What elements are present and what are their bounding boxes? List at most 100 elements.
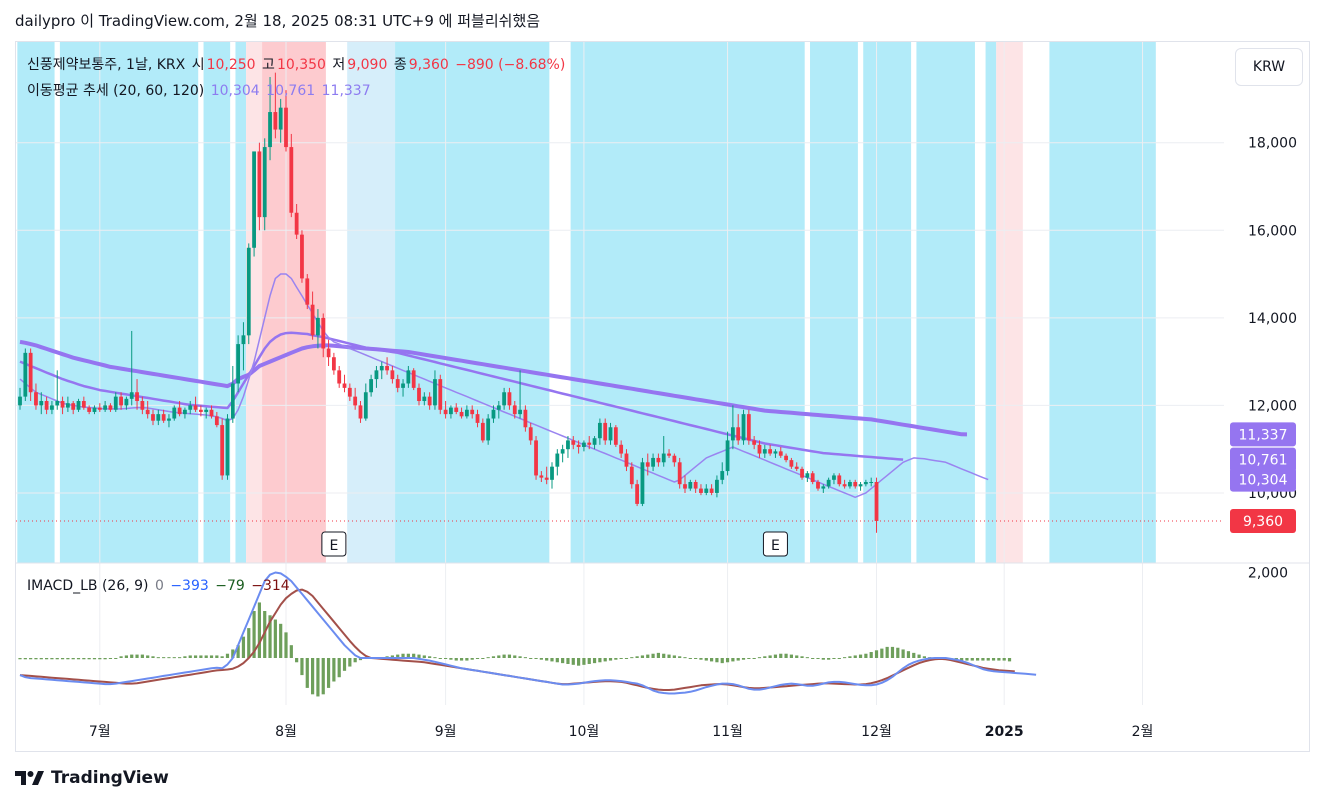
time-axis-label: 11월: [712, 724, 743, 740]
macd-histogram-bar: [539, 658, 543, 660]
candle-body: [140, 401, 145, 410]
candle: [720, 462, 725, 485]
macd-histogram-bar: [598, 658, 602, 663]
macd-histogram-bar: [289, 645, 293, 658]
price-label-bg: [1230, 447, 1296, 472]
candle: [241, 322, 246, 371]
macd-histogram-bar: [986, 658, 990, 661]
legend-symbol[interactable]: 신풍제약보통주, 1날, KRX: [27, 57, 186, 73]
macd-histogram-bar: [763, 656, 767, 658]
macd-histogram-bar: [66, 658, 70, 660]
macd-histogram-bar: [811, 658, 815, 659]
candle-body: [816, 482, 820, 489]
candle-body: [826, 479, 831, 487]
macd-histogram-bar: [332, 658, 336, 682]
candle: [725, 431, 730, 476]
candle-body: [800, 468, 804, 478]
candle: [177, 401, 182, 417]
candle-body: [220, 425, 225, 476]
candle: [502, 387, 507, 410]
macd-histogram-bar: [220, 656, 224, 658]
macd-histogram: [18, 602, 1012, 697]
price-label-bg: [1230, 422, 1296, 447]
macd-histogram-bar: [725, 658, 730, 663]
candle: [858, 482, 863, 491]
earnings-marker: E: [762, 531, 788, 557]
ma-legend-name[interactable]: 이동평균 추세 (20, 60, 120): [27, 83, 205, 99]
candle: [645, 453, 650, 476]
macd-histogram-bar: [178, 657, 182, 659]
candle: [401, 379, 405, 397]
candle: [443, 401, 448, 419]
macd-histogram-bar: [678, 656, 682, 658]
candle-body: [858, 484, 863, 487]
legend-high-label: 고: [262, 57, 275, 73]
candle: [683, 475, 687, 493]
candle: [71, 401, 76, 415]
candle-body: [156, 414, 161, 421]
price-tick-label: 18,000: [1248, 136, 1297, 152]
macd-histogram-bar: [917, 654, 921, 658]
candle-body: [331, 357, 336, 371]
candle: [496, 401, 501, 419]
macd-histogram-bar: [507, 654, 512, 658]
macd-histogram-bar: [970, 658, 974, 661]
candle: [44, 396, 49, 415]
candle: [411, 368, 416, 391]
candle: [87, 405, 92, 415]
macd-legend-name[interactable]: IMACD_LB (26, 9): [27, 578, 149, 594]
candle-body: [65, 403, 70, 408]
candle-body: [874, 482, 879, 521]
macd-histogram-bar: [784, 653, 788, 658]
macd-histogram-bar: [816, 658, 820, 659]
candle: [353, 387, 358, 410]
price-label-text: 10,304: [1239, 473, 1288, 489]
macd-histogram-bar: [545, 658, 549, 661]
candle: [390, 365, 395, 384]
candle-body: [746, 414, 751, 441]
candle-body: [119, 396, 123, 406]
macd-histogram-bar: [50, 658, 54, 660]
candle: [151, 409, 155, 426]
candle-body: [316, 317, 320, 336]
candle-body: [34, 392, 38, 406]
candle-body: [741, 414, 746, 441]
candle: [746, 409, 751, 445]
candle-body: [225, 418, 230, 476]
macd-histogram-bar: [295, 658, 299, 663]
currency-button[interactable]: KRW: [1235, 48, 1303, 86]
candle: [395, 374, 400, 393]
price-label-bg: [1230, 508, 1296, 533]
candle-body: [720, 471, 725, 480]
macd-histogram-bar: [513, 655, 517, 658]
macd-histogram-bar: [869, 652, 873, 658]
macd-histogram-bar: [848, 656, 852, 658]
candle-body: [262, 147, 267, 218]
candle-body: [81, 401, 86, 408]
macd-histogram-bar: [630, 657, 634, 659]
macd-histogram-bar: [119, 656, 123, 658]
macd-line: [19, 571, 1037, 695]
macd-histogram-bar: [348, 658, 352, 667]
candle-body: [417, 387, 421, 402]
candle-body: [278, 107, 283, 130]
background-band: [17, 42, 55, 563]
macd-histogram-bar: [577, 658, 581, 666]
ma120-value: 11,337: [321, 83, 371, 99]
candle: [209, 405, 214, 419]
macd-histogram-bar: [550, 658, 554, 662]
candle-body: [789, 460, 794, 467]
macd-histogram-bar: [922, 656, 926, 658]
macd-histogram-bar: [156, 657, 160, 659]
candle-body: [188, 405, 193, 410]
candle-body: [550, 466, 554, 480]
candle-body: [597, 422, 602, 439]
macd-histogram-bar: [406, 653, 410, 658]
candle-body: [709, 488, 714, 493]
macd-histogram-bar: [412, 653, 416, 658]
price-tick-label: 16,000: [1248, 223, 1297, 239]
candle: [331, 352, 336, 375]
macd-histogram-bar: [45, 658, 49, 660]
candle: [18, 387, 22, 410]
